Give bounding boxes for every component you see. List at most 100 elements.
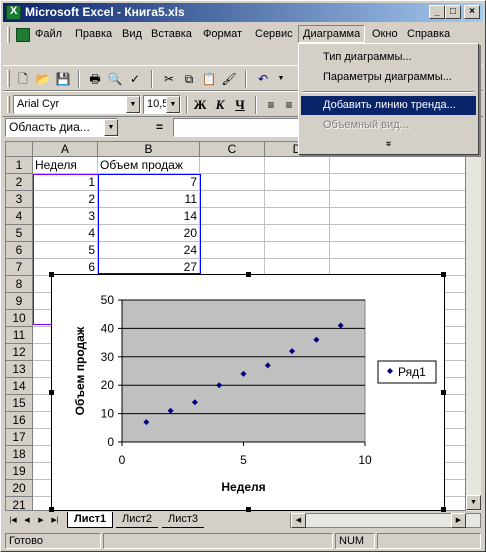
chevron-down-icon[interactable]: ▼	[126, 96, 140, 113]
row-header-2[interactable]: 2	[6, 174, 33, 191]
first-sheet-icon[interactable]: |◀	[9, 517, 17, 524]
format-painter-icon[interactable]: 🖌	[221, 72, 237, 86]
vertical-scrollbar[interactable]: ▲ ▼	[465, 141, 481, 511]
grid-cell[interactable]	[330, 191, 466, 208]
next-sheet-icon[interactable]: ▶	[38, 517, 44, 524]
row-header-14[interactable]: 14	[6, 378, 33, 395]
row-header-6[interactable]: 6	[6, 242, 33, 259]
scatter-chart[interactable]: 0 10 20 30 40 50 0 5 10 Неделя Объем продаж Ряд1	[52, 275, 444, 510]
grid-cell[interactable]	[200, 208, 265, 225]
column-header-c[interactable]: C	[200, 142, 265, 157]
grid-cell[interactable]	[330, 174, 466, 191]
italic-button[interactable]: К	[215, 97, 225, 112]
menu-file[interactable]: Файл	[35, 28, 63, 40]
row-header-10[interactable]: 10	[6, 310, 33, 327]
row-header-12[interactable]: 12	[6, 344, 33, 361]
font-combo[interactable]: Arial Cyr ▼	[13, 95, 141, 114]
spelling-icon[interactable]: ✓	[129, 72, 141, 86]
column-header-b[interactable]: B	[98, 142, 200, 157]
row-header-21[interactable]: 21	[6, 497, 33, 510]
copy-icon[interactable]: ⧉	[184, 72, 194, 86]
scroll-left-icon[interactable]: ◀	[291, 513, 306, 528]
row-header-1[interactable]: 1	[6, 157, 33, 174]
row-header-17[interactable]: 17	[6, 429, 33, 446]
menu-chart[interactable]: Диаграмма	[298, 25, 366, 43]
cell-b1[interactable]: Объем продаж	[98, 157, 200, 174]
chevron-down-icon[interactable]: ▼	[166, 96, 180, 113]
paste-icon[interactable]: 📋	[201, 72, 217, 86]
scroll-right-icon[interactable]: ▶	[451, 513, 466, 528]
row-header-13[interactable]: 13	[6, 361, 33, 378]
maximize-button[interactable]: □	[445, 5, 461, 19]
row-header-18[interactable]: 18	[6, 446, 33, 463]
cell-sales[interactable]: 20	[98, 225, 200, 242]
name-box[interactable]: Область диа...	[5, 118, 118, 137]
new-icon[interactable]: 🗋	[18, 72, 28, 86]
cell-week[interactable]: 4	[33, 225, 98, 242]
cell-sales[interactable]: 7	[98, 174, 200, 191]
row-header-20[interactable]: 20	[6, 480, 33, 497]
menu-tools[interactable]: Сервис	[255, 28, 293, 40]
grid-cell[interactable]	[330, 242, 466, 259]
toolbar-grip[interactable]	[7, 70, 10, 87]
menu-format[interactable]: Формат	[203, 28, 243, 40]
workbook-icon[interactable]	[16, 28, 30, 42]
resize-handle[interactable]	[49, 272, 54, 277]
expand-menu-icon[interactable]: »	[383, 140, 394, 147]
close-button[interactable]: ×	[464, 5, 480, 19]
excel-icon[interactable]	[6, 5, 21, 20]
resize-handle[interactable]	[49, 390, 54, 395]
print-icon[interactable]: 🖶	[89, 72, 101, 86]
resize-handle[interactable]	[441, 390, 446, 395]
underline-button[interactable]: Ч	[235, 97, 245, 112]
cell-week[interactable]: 3	[33, 208, 98, 225]
undo-icon[interactable]: ↶	[257, 72, 269, 86]
align-left-icon[interactable]: ≡	[267, 98, 275, 112]
font-size-combo[interactable]: 10,5 ▼	[143, 95, 181, 114]
select-all-corner[interactable]	[6, 142, 33, 157]
prev-sheet-icon[interactable]: ◀	[24, 517, 30, 524]
menu-item-chart-type[interactable]: Тип диаграммы...	[323, 51, 412, 63]
sheet-tab-2[interactable]: Лист2	[116, 512, 159, 528]
grid-cell[interactable]	[330, 157, 466, 174]
menu-insert[interactable]: Вставка	[151, 28, 192, 40]
align-center-icon[interactable]: ≡	[285, 98, 293, 112]
cut-icon[interactable]: ✂	[163, 72, 175, 86]
grid-cell[interactable]	[265, 225, 330, 242]
grid-cell[interactable]	[200, 191, 265, 208]
minimize-button[interactable]: _	[429, 5, 445, 19]
undo-dropdown-icon[interactable]: ▼	[277, 75, 285, 82]
row-header-3[interactable]: 3	[6, 191, 33, 208]
chevron-down-icon[interactable]: ▼	[104, 119, 118, 136]
save-icon[interactable]: 💾	[55, 72, 71, 86]
resize-handle[interactable]	[441, 272, 446, 277]
grid-cell[interactable]	[200, 174, 265, 191]
sheet-tab-3[interactable]: Лист3	[162, 512, 205, 528]
row-header-4[interactable]: 4	[6, 208, 33, 225]
cell-sales[interactable]: 14	[98, 208, 200, 225]
row-header-16[interactable]: 16	[6, 412, 33, 429]
resize-handle[interactable]	[246, 272, 251, 277]
last-sheet-icon[interactable]: ▶|	[51, 517, 59, 524]
chart-area[interactable]: 0 10 20 30 40 50 0 5 10 Неделя Объем продаж Ряд1	[49, 272, 446, 512]
grid-cell[interactable]	[265, 157, 330, 174]
sheet-tab-1[interactable]: Лист1	[67, 512, 114, 528]
formula-equals[interactable]: =	[156, 120, 164, 134]
cell-sales[interactable]: 11	[98, 191, 200, 208]
cell-week[interactable]: 5	[33, 242, 98, 259]
column-header-a[interactable]: A	[33, 142, 98, 157]
grid-cell[interactable]	[330, 225, 466, 242]
row-header-15[interactable]: 15	[6, 395, 33, 412]
toolbar-grip[interactable]	[7, 96, 10, 113]
cell-a1[interactable]: Неделя	[33, 157, 98, 174]
menu-view[interactable]: Вид	[122, 28, 142, 40]
menu-help[interactable]: Справка	[407, 28, 451, 40]
grid-cell[interactable]	[265, 174, 330, 191]
row-header-7[interactable]: 7	[6, 259, 33, 276]
grid-cell[interactable]	[200, 242, 265, 259]
row-header-5[interactable]: 5	[6, 225, 33, 242]
row-header-8[interactable]: 8	[6, 276, 33, 293]
row-header-9[interactable]: 9	[6, 293, 33, 310]
grid-cell[interactable]	[330, 208, 466, 225]
resize-handle[interactable]	[49, 507, 54, 512]
